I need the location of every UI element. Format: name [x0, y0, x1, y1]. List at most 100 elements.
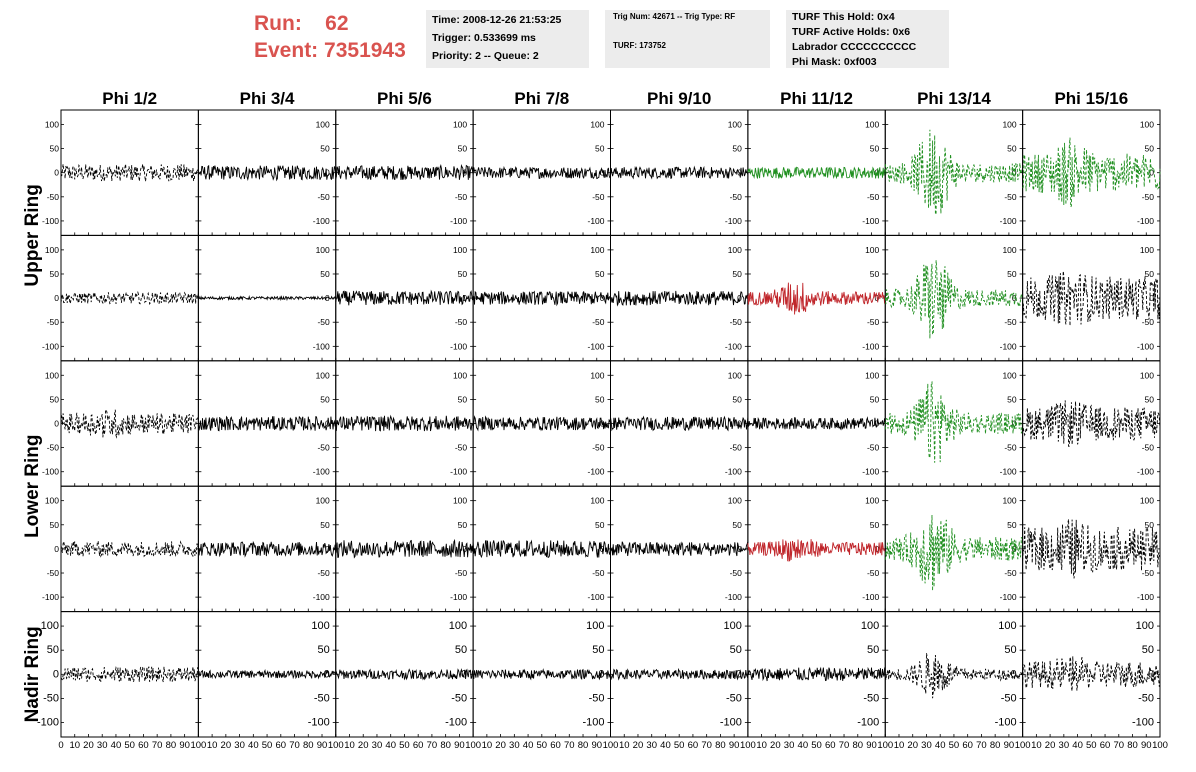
- column-header: Phi 5/6: [377, 89, 432, 108]
- y-tick-label: 50: [458, 144, 468, 154]
- waveform-series: [1022, 271, 1161, 326]
- y-tick-label: -50: [1142, 192, 1155, 202]
- column-header: Phi 9/10: [647, 89, 711, 108]
- y-tick-label: 50: [1142, 644, 1154, 656]
- waveform-series: [1022, 137, 1161, 209]
- waveform-series: [335, 414, 474, 432]
- y-tick-label: 100: [861, 620, 879, 632]
- y-tick-label: -100: [1000, 341, 1017, 351]
- y-tick-label: 50: [320, 269, 330, 279]
- y-tick-label: -100: [582, 717, 604, 729]
- x-tick-label: 60: [276, 740, 287, 751]
- y-tick-label: -50: [867, 568, 880, 578]
- y-tick-label: -100: [1137, 216, 1154, 226]
- x-tick-label: 40: [523, 740, 534, 751]
- x-tick-label: 40: [935, 740, 946, 751]
- labrador-text: Labrador CCCCCCCCCC: [792, 41, 917, 53]
- y-tick-label: -50: [317, 568, 330, 578]
- y-tick-label: -100: [857, 717, 879, 729]
- y-tick-label: -50: [1004, 443, 1017, 453]
- y-tick-label: -100: [313, 341, 330, 351]
- y-tick-label: -50: [317, 317, 330, 327]
- y-tick-label: -100: [725, 216, 742, 226]
- x-tick-label: 30: [234, 740, 245, 751]
- y-tick-label: 100: [1002, 119, 1016, 129]
- y-tick-label: -50: [455, 568, 468, 578]
- phi-mask-text: Phi Mask: 0xf003: [792, 56, 877, 68]
- y-tick-label: 100: [590, 245, 604, 255]
- waveform-series: [60, 665, 199, 683]
- y-tick-label: -100: [1000, 592, 1017, 602]
- y-tick-label: 50: [732, 269, 742, 279]
- x-tick-label: 70: [976, 740, 987, 751]
- waveform-series: [884, 653, 1024, 699]
- y-tick-label: -100: [450, 216, 467, 226]
- y-tick-label: 100: [45, 370, 59, 380]
- y-tick-label: 100: [586, 620, 604, 632]
- y-tick-label: 50: [870, 269, 880, 279]
- x-tick-label: 50: [1086, 740, 1097, 751]
- y-tick-label: -50: [1142, 568, 1155, 578]
- x-tick-label: 100: [603, 740, 619, 751]
- y-tick-label: -50: [863, 692, 879, 704]
- y-tick-label: -100: [313, 592, 330, 602]
- trigger-info-box: Trig Num: 42671 -- Trig Type: RF TURF: 1…: [605, 10, 770, 68]
- x-tick-label: 10: [756, 740, 767, 751]
- waveform-series: [472, 415, 611, 432]
- waveform-series: [197, 294, 337, 302]
- column-header: Phi 7/8: [514, 89, 569, 108]
- y-tick-label: 50: [595, 394, 605, 404]
- y-tick-label: 100: [728, 496, 742, 506]
- y-tick-label: -100: [313, 216, 330, 226]
- x-tick-label: 90: [866, 740, 877, 751]
- y-tick-label: 50: [595, 269, 605, 279]
- y-tick-label: 50: [1145, 269, 1155, 279]
- y-tick-label: 50: [455, 644, 467, 656]
- x-tick-label: 30: [372, 740, 383, 751]
- y-tick-label: 50: [1007, 269, 1017, 279]
- y-tick-label: 0: [54, 544, 59, 554]
- y-tick-label: -50: [47, 443, 60, 453]
- y-tick-label: 0: [54, 419, 59, 429]
- y-tick-label: 100: [1002, 370, 1016, 380]
- y-tick-label: 100: [724, 620, 742, 632]
- y-tick-label: -100: [720, 717, 742, 729]
- x-tick-label: 60: [1100, 740, 1111, 751]
- y-tick-label: 100: [311, 620, 329, 632]
- y-tick-label: 50: [870, 520, 880, 530]
- y-tick-label: 100: [590, 496, 604, 506]
- x-tick-label: 80: [303, 740, 314, 751]
- y-tick-label: -100: [450, 592, 467, 602]
- turf-number-text: TURF: 173752: [613, 41, 666, 50]
- waveform-series: [335, 163, 474, 181]
- y-tick-label: -100: [995, 717, 1017, 729]
- trig-num-text: Trig Num: 42671 -- Trig Type: RF: [613, 12, 736, 21]
- y-tick-label: 50: [50, 269, 60, 279]
- y-tick-label: 50: [320, 144, 330, 154]
- y-tick-label: -100: [862, 216, 879, 226]
- turf-active-text: TURF Active Holds: 0x6: [792, 26, 911, 38]
- y-tick-label: -50: [314, 692, 330, 704]
- x-tick-label: 30: [784, 740, 795, 751]
- x-tick-label: 30: [97, 740, 108, 751]
- x-tick-label: 50: [674, 740, 685, 751]
- y-tick-label: 0: [1012, 168, 1017, 178]
- x-tick-label: 100: [877, 740, 893, 751]
- y-tick-label: 0: [737, 544, 742, 554]
- waveform-series: [197, 540, 337, 558]
- y-tick-label: -100: [725, 467, 742, 477]
- y-tick-label: -50: [1004, 568, 1017, 578]
- waveform-series: [884, 129, 1023, 215]
- y-tick-label: -100: [862, 467, 879, 477]
- turf-hold-text: TURF This Hold: 0x4: [792, 11, 895, 23]
- waveform-series: [60, 164, 199, 182]
- x-tick-label: 50: [124, 740, 135, 751]
- x-tick-label: 40: [1072, 740, 1083, 751]
- waveform-series: [1022, 400, 1161, 447]
- waveform-series: [472, 668, 611, 681]
- y-tick-label: 50: [730, 644, 742, 656]
- x-tick-label: 70: [564, 740, 575, 751]
- x-tick-label: 90: [317, 740, 328, 751]
- y-tick-label: -100: [1137, 341, 1154, 351]
